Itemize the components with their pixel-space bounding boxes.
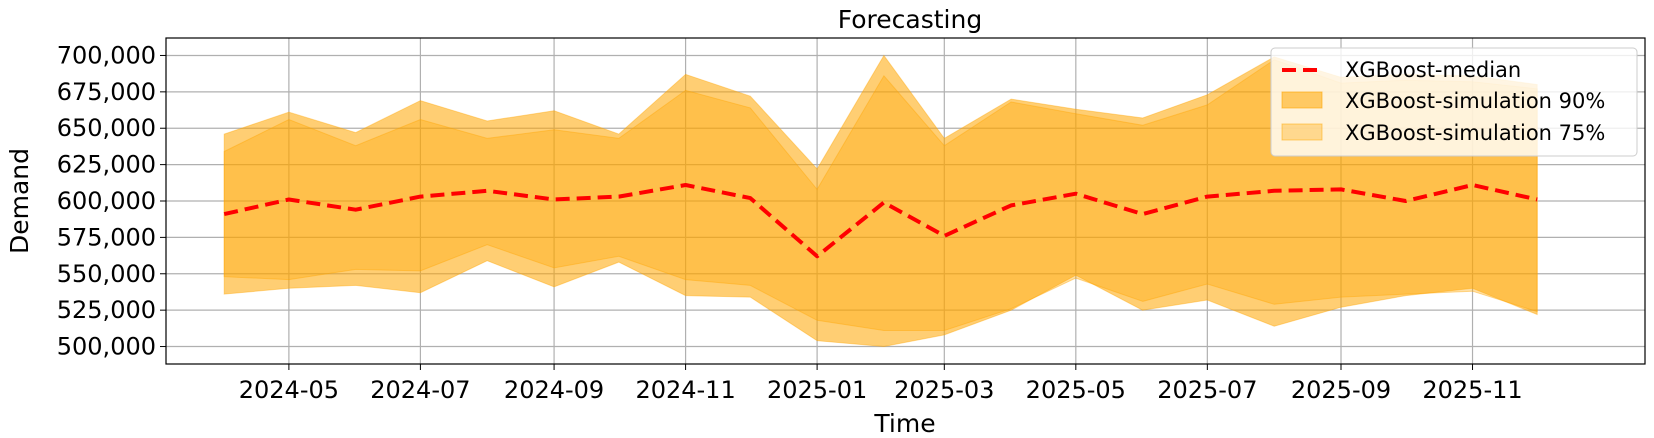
x-tick-label: 2025-01 [767,376,867,404]
x-tick-label: 2024-11 [635,376,735,404]
forecast-bands [223,54,1538,348]
x-tick-label: 2025-09 [1291,376,1391,404]
y-tick-label: 575,000 [57,223,156,251]
band-xgboost-simulation-75- [223,59,1538,331]
y-tick-label: 625,000 [57,151,156,179]
x-tick-label: 2024-07 [370,376,470,404]
median-line-layer [223,183,1538,259]
legend-label-median: XGBoost-median [1345,58,1521,82]
legend-box [1270,47,1638,157]
x-tick-label: 2024-09 [504,376,604,404]
legend-swatch-75 [1281,123,1323,141]
y-axis-label: Demand [5,148,34,254]
x-tick-label: 2024-05 [239,376,339,404]
y-tick-label: 650,000 [57,114,156,142]
y-tick-label: 675,000 [57,78,156,106]
y-tick-label: 500,000 [57,333,156,361]
x-axis-label: Time [873,409,935,438]
legend-label-90: XGBoost-simulation 90% [1345,89,1605,113]
x-tick-label: 2025-07 [1157,376,1257,404]
x-tick-label: 2025-03 [894,376,994,404]
legend-label-75: XGBoost-simulation 75% [1345,121,1605,145]
band-xgboost-simulation-90- [223,54,1538,348]
y-tick-label: 550,000 [57,260,156,288]
legend-swatch-90 [1281,91,1323,109]
median-line [223,183,1538,259]
x-axis-ticks: 2024-05 2024-07 2024-09 2024-11 2025-01 2025-… [239,364,1523,404]
y-tick-label: 700,000 [57,41,156,69]
x-tick-label: 2025-11 [1422,376,1522,404]
legend: XGBoost-median XGBoost-simulation 90% XG… [1270,47,1638,157]
x-tick-label: 2025-05 [1026,376,1126,404]
y-axis-ticks: 500,000 525,000 550,000 575,000 600,000 625,0… [57,41,166,361]
y-tick-label: 525,000 [57,296,156,324]
y-tick-label: 600,000 [57,187,156,215]
chart-title: Forecasting [838,5,982,34]
